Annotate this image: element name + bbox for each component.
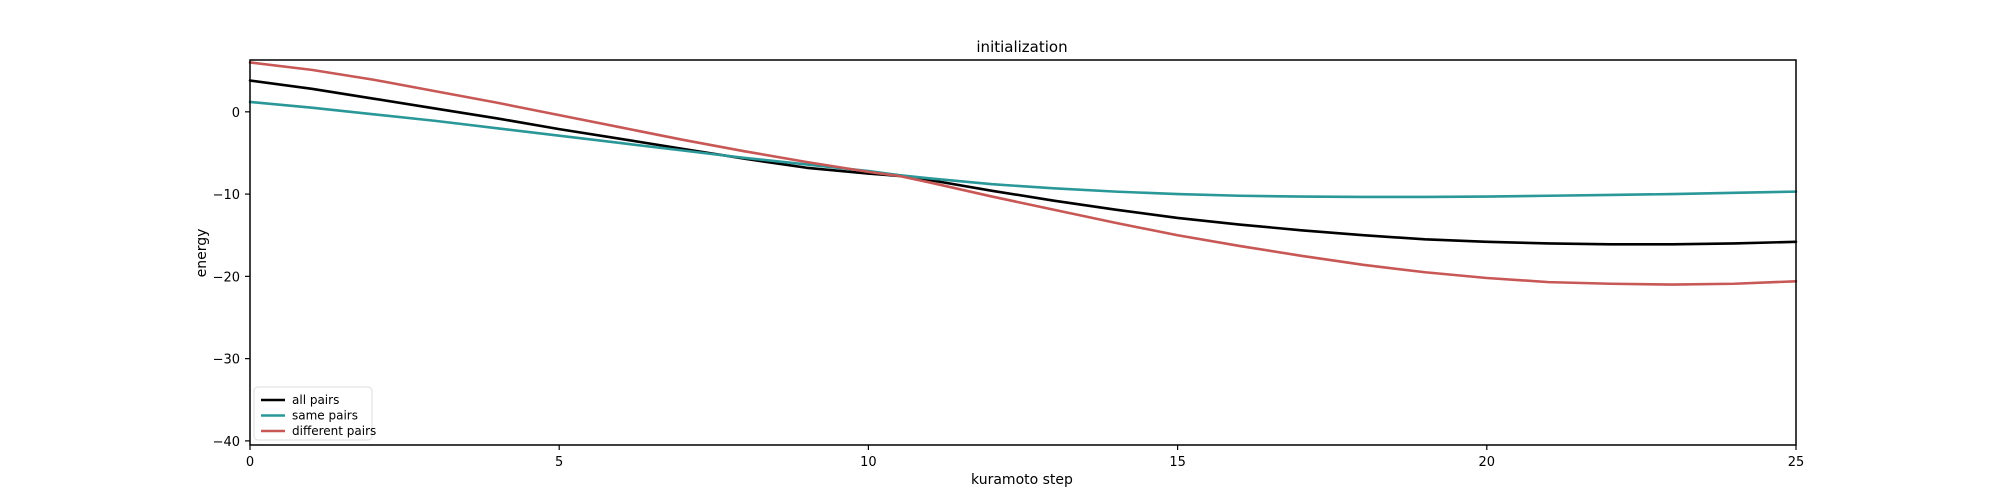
y-tick-label: −30 xyxy=(213,353,240,368)
x-tick-label: 15 xyxy=(1169,455,1186,470)
y-tick-label: 0 xyxy=(232,106,240,121)
x-axis-ticks: 0 5 10 15 20 25 xyxy=(246,445,1804,470)
legend-label: same pairs xyxy=(292,409,358,423)
y-tick-label: −40 xyxy=(213,435,240,450)
series-line-different-pairs xyxy=(248,61,1798,286)
y-axis-label: energy xyxy=(194,229,210,278)
legend-label: different pairs xyxy=(292,424,376,438)
x-axis-label: kuramoto step xyxy=(971,472,1073,488)
y-axis-ticks: 0 −10 −20 −30 −40 xyxy=(213,106,250,450)
chart-title: initialization xyxy=(976,38,1067,56)
x-tick-label: 5 xyxy=(555,455,563,470)
series-line-all-pairs xyxy=(248,79,1798,246)
x-tick-label: 20 xyxy=(1479,455,1496,470)
x-tick-label: 0 xyxy=(246,455,254,470)
x-tick-label: 25 xyxy=(1788,455,1805,470)
plot-lines xyxy=(248,61,1798,286)
series-line-same-pairs xyxy=(248,100,1798,199)
y-tick-label: −10 xyxy=(213,188,240,203)
x-tick-label: 10 xyxy=(860,455,877,470)
y-tick-label: −20 xyxy=(213,270,240,285)
plot-frame xyxy=(249,59,1797,446)
legend-label: all pairs xyxy=(292,393,339,407)
